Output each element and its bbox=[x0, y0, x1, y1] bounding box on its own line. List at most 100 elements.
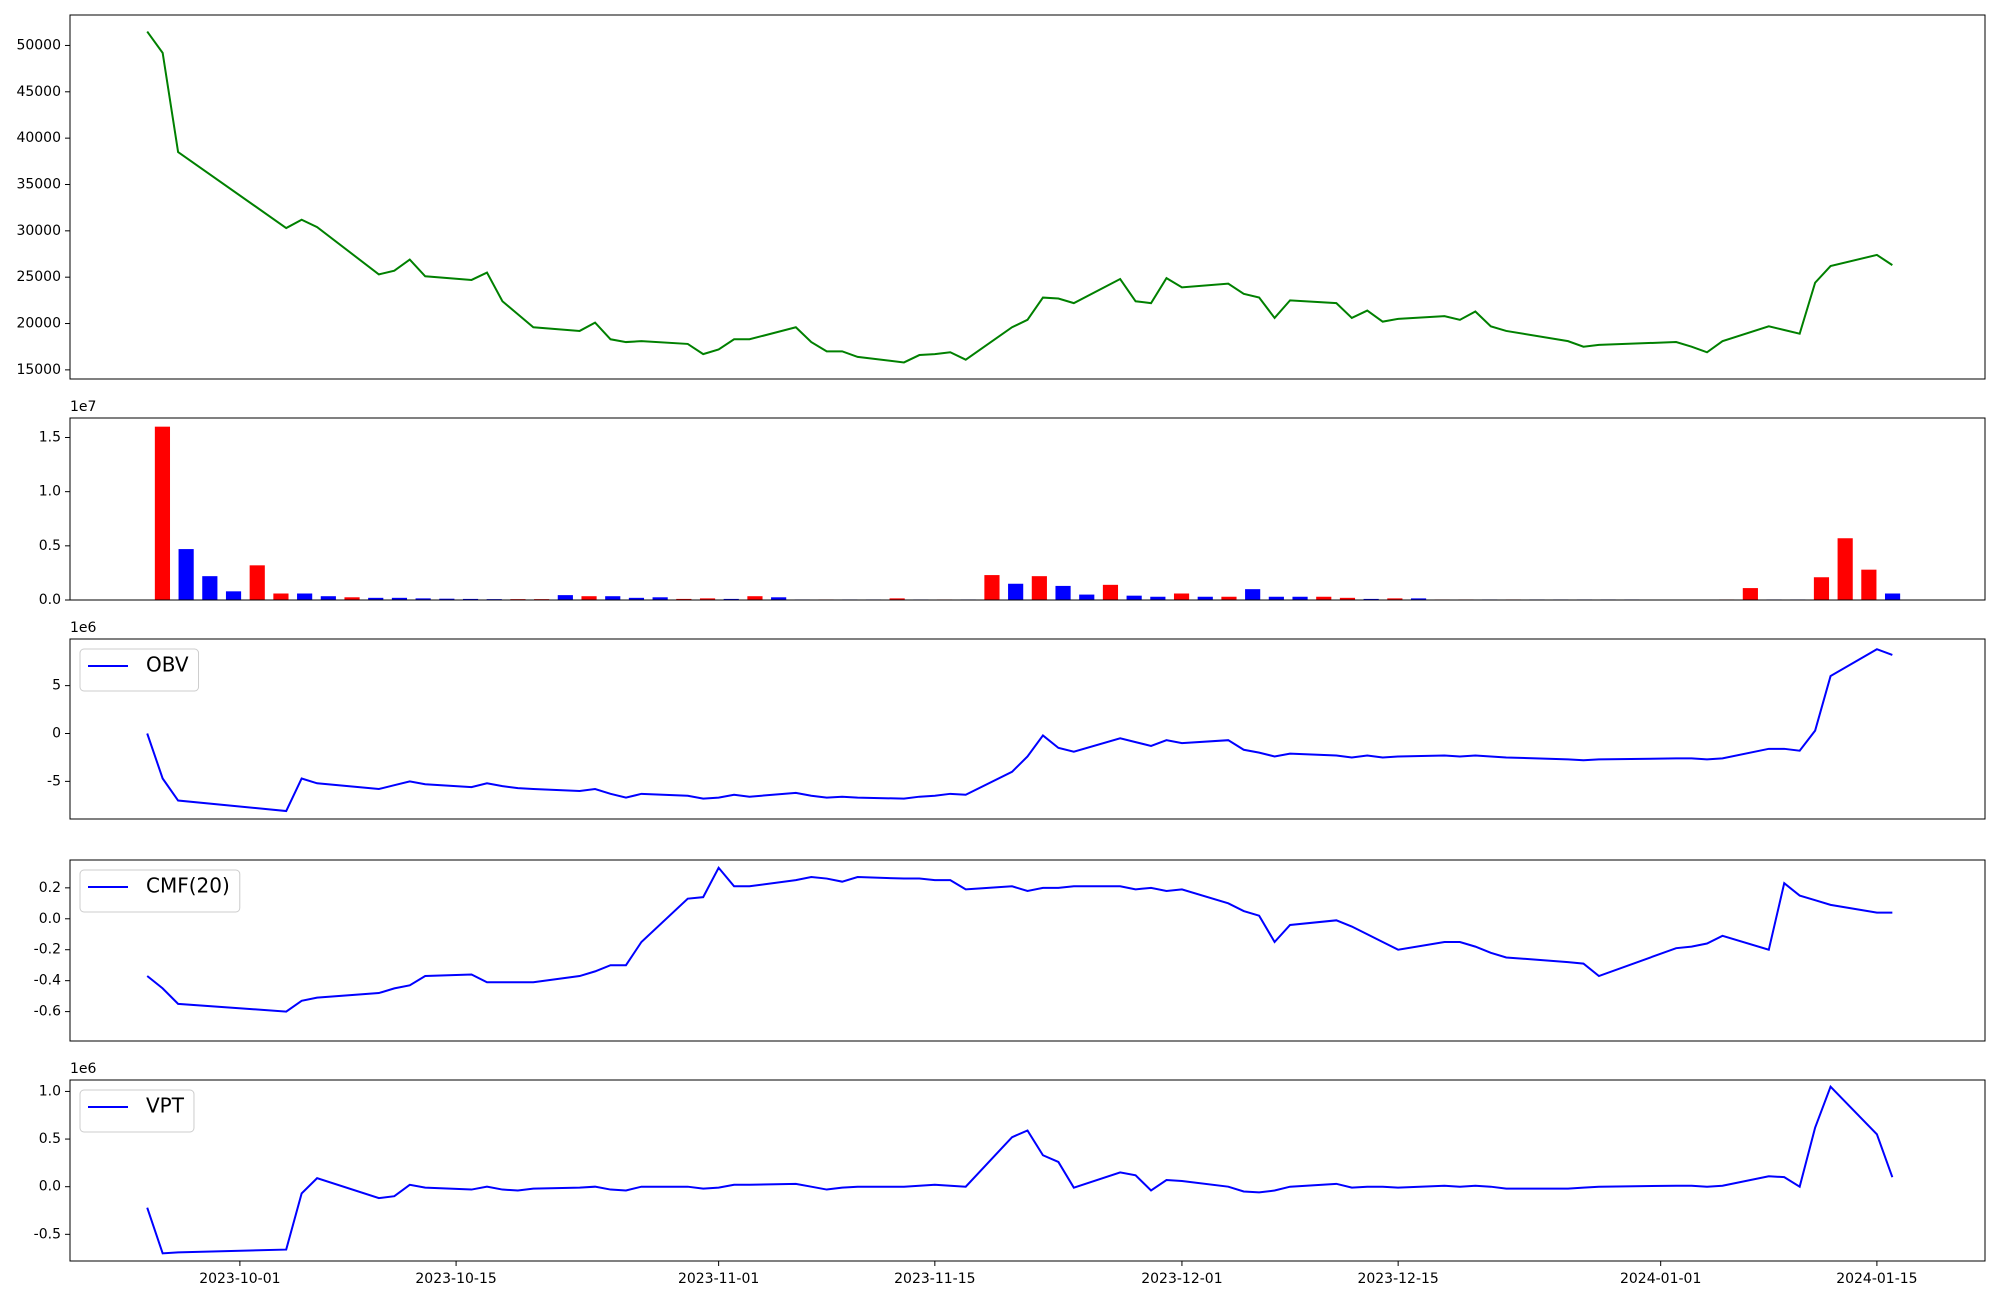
volume-bar bbox=[1292, 596, 1308, 600]
legend-box bbox=[79, 648, 200, 692]
volume-bar bbox=[1742, 588, 1758, 600]
legend-box bbox=[79, 869, 241, 913]
y-tick-label: 0.0 bbox=[39, 911, 61, 927]
legend-label: OBV bbox=[146, 653, 189, 677]
y-tick-label: 25000 bbox=[16, 269, 61, 285]
volume-bar bbox=[1008, 583, 1024, 600]
volume-bar bbox=[1173, 593, 1190, 600]
x-tick-label: 2024-01-01 bbox=[1620, 1271, 1701, 1287]
data-line bbox=[146, 30, 1893, 364]
volume-bar bbox=[699, 598, 716, 600]
volume-bar bbox=[1363, 598, 1379, 600]
data-line bbox=[146, 648, 1893, 813]
volume-bar bbox=[415, 598, 431, 600]
volume-bar bbox=[1861, 569, 1877, 600]
legend-label: CMF(20) bbox=[146, 874, 230, 898]
volume-bar bbox=[1316, 596, 1332, 600]
volume-bar bbox=[1884, 593, 1901, 600]
volume-bar bbox=[1245, 589, 1261, 600]
volume-bar bbox=[628, 597, 645, 600]
volume-bar bbox=[391, 597, 408, 600]
legend-box bbox=[79, 1089, 195, 1133]
axes-frame bbox=[69, 638, 1986, 820]
data-line bbox=[146, 1084, 1894, 1255]
x-tick-label: 2023-10-01 bbox=[199, 1271, 280, 1287]
volume-bar bbox=[1410, 598, 1427, 600]
volume-bar bbox=[225, 591, 242, 600]
volume-bar bbox=[249, 565, 265, 600]
volume-bar bbox=[297, 593, 313, 600]
volume-bar bbox=[1079, 594, 1095, 600]
volume-bar bbox=[154, 426, 171, 600]
volume-bar bbox=[1031, 576, 1047, 600]
volume-bar bbox=[652, 597, 668, 600]
x-tick-label: 2024-01-15 bbox=[1836, 1271, 1917, 1287]
axes-frame bbox=[69, 859, 1986, 1042]
volume-bar bbox=[202, 576, 218, 600]
volume-bar bbox=[273, 593, 289, 600]
axes-frame bbox=[69, 14, 1986, 380]
y-offset-label: 1e6 bbox=[70, 1061, 97, 1077]
y-tick-label: 40000 bbox=[16, 130, 61, 146]
volume-bar bbox=[605, 596, 621, 600]
volume-bar bbox=[984, 575, 1000, 600]
y-tick-label: 1.0 bbox=[39, 484, 61, 500]
y-tick-label: 0 bbox=[52, 726, 61, 742]
volume-bar bbox=[581, 596, 597, 600]
volume-bar bbox=[557, 595, 573, 600]
x-tick-label: 2023-12-01 bbox=[1141, 1271, 1222, 1287]
volume-bar bbox=[178, 549, 194, 600]
volume-bar bbox=[1387, 598, 1403, 600]
y-tick-label: -0.2 bbox=[34, 942, 61, 958]
volume-bar bbox=[1268, 596, 1284, 600]
y-tick-label: 20000 bbox=[16, 316, 61, 332]
volume-bar bbox=[747, 596, 763, 600]
y-tick-label: 30000 bbox=[16, 223, 61, 239]
y-tick-label: -0.6 bbox=[34, 1004, 61, 1020]
axes-frame bbox=[69, 1079, 1986, 1262]
y-tick-label: -0.5 bbox=[34, 1226, 61, 1242]
volume-bar bbox=[723, 598, 739, 600]
axes-frame bbox=[69, 417, 1986, 601]
y-tick-label: 0.2 bbox=[39, 880, 61, 896]
volume-bar bbox=[1339, 597, 1356, 600]
volume-bar bbox=[1150, 596, 1166, 600]
volume-bar bbox=[1813, 577, 1830, 600]
y-tick-label: 35000 bbox=[16, 176, 61, 192]
volume-bar bbox=[889, 598, 905, 600]
y-offset-label: 1e7 bbox=[70, 399, 96, 415]
legend-label: VPT bbox=[146, 1094, 185, 1118]
y-tick-label: 0.5 bbox=[39, 538, 61, 554]
y-tick-label: 0.0 bbox=[39, 1179, 61, 1195]
x-tick-label: 2023-11-01 bbox=[678, 1271, 759, 1287]
y-tick-label: 5 bbox=[52, 678, 61, 694]
volume-bar bbox=[1221, 596, 1237, 600]
volume-bar bbox=[1837, 538, 1853, 600]
y-tick-label: 50000 bbox=[16, 37, 61, 53]
x-tick-label: 2023-12-15 bbox=[1357, 1271, 1438, 1287]
volume-bar bbox=[771, 597, 787, 600]
volume-bar bbox=[1102, 584, 1119, 600]
y-tick-label: 0.0 bbox=[39, 592, 61, 608]
volume-bar bbox=[1055, 585, 1071, 600]
volume-bar bbox=[368, 597, 384, 600]
volume-bar bbox=[1126, 595, 1142, 600]
y-tick-label: 1.0 bbox=[39, 1083, 61, 1099]
volume-bar bbox=[676, 598, 692, 600]
y-offset-label: 1e6 bbox=[70, 620, 97, 636]
y-tick-label: 1.5 bbox=[39, 430, 61, 446]
volume-bar bbox=[439, 598, 455, 600]
y-tick-label: 0.5 bbox=[39, 1131, 61, 1147]
volume-bar bbox=[320, 596, 336, 600]
volume-bar bbox=[462, 598, 479, 600]
y-tick-label: 15000 bbox=[16, 362, 61, 378]
y-tick-label: -5 bbox=[47, 773, 61, 789]
x-tick-label: 2023-11-15 bbox=[894, 1271, 975, 1287]
volume-bar bbox=[1197, 596, 1213, 600]
x-tick-label: 2023-10-15 bbox=[415, 1271, 496, 1287]
data-line bbox=[146, 865, 1893, 1013]
y-tick-label: 45000 bbox=[16, 84, 61, 100]
y-tick-label: -0.4 bbox=[34, 973, 61, 989]
